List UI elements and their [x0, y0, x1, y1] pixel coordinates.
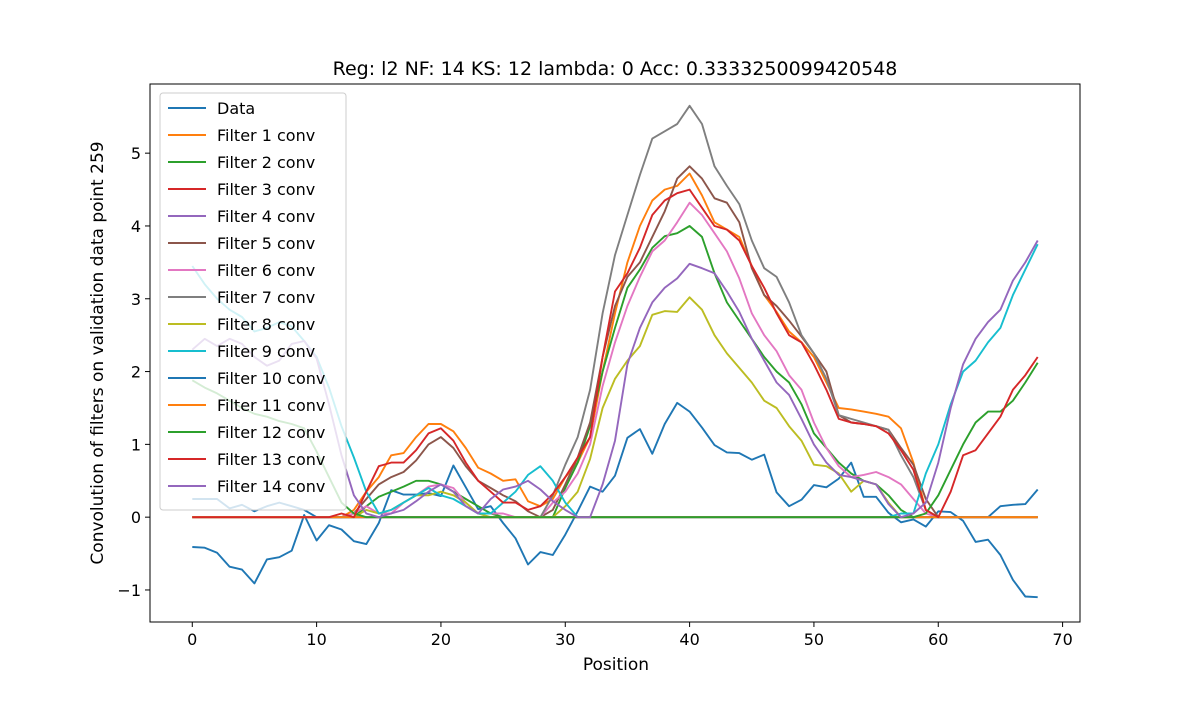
legend-label-7: Filter 6 conv [217, 261, 315, 280]
legend-label-8: Filter 7 conv [217, 288, 315, 307]
legend-label-2: Filter 1 conv [217, 126, 315, 145]
series-line-1 [192, 401, 1038, 599]
legend-label-13: Filter 12 conv [217, 423, 325, 442]
x-tick-label-2: 20 [431, 630, 451, 649]
axes-frame [149, 83, 1081, 623]
y-axis-label: Convolution of filters on validation dat… [88, 141, 108, 564]
legend-box [159, 92, 347, 511]
legend: Data Filter 1 conv Filter 2 conv Filter 3 c… [159, 92, 347, 511]
legend-label-9: Filter 8 conv [217, 315, 315, 334]
x-tick-label-4: 40 [679, 630, 699, 649]
y-tick-label-4: 3 [131, 290, 141, 309]
x-tick-label-7: 70 [1052, 630, 1072, 649]
y-tick-label-6: 5 [131, 144, 141, 163]
legend-label-14: Filter 13 conv [217, 450, 325, 469]
x-axis-label: Position [583, 655, 649, 675]
legend-label-15: Filter 14 conv [217, 477, 325, 496]
legend-label-5: Filter 4 conv [217, 207, 315, 226]
legend-label-3: Filter 2 conv [217, 153, 315, 172]
x-tick-label-1: 10 [306, 630, 326, 649]
legend-label-12: Filter 11 conv [217, 396, 325, 415]
y-tick-label-1: 0 [131, 508, 141, 527]
y-tick-label-2: 1 [131, 435, 141, 454]
x-tick-label-6: 60 [928, 630, 948, 649]
legend-label-4: Filter 3 conv [217, 180, 315, 199]
legend-label-11: Filter 10 conv [217, 369, 325, 388]
legend-label-6: Filter 5 conv [217, 234, 315, 253]
y-tick-label-3: 2 [131, 363, 141, 382]
x-tick-label-3: 30 [555, 630, 575, 649]
legend-label-1: Data [217, 99, 255, 118]
axis-ticks: 0 10 20 30 40 50 60 70 −1 0 1 2 3 4 5 [117, 144, 1072, 649]
x-tick-label-0: 0 [187, 630, 197, 649]
series-line-14 [192, 188, 1039, 519]
chart-title: Reg: l2 NF: 14 KS: 12 lambda: 0 Acc: 0.3… [333, 58, 898, 80]
y-tick-label-0: −1 [117, 581, 141, 600]
x-tick-label-5: 50 [804, 630, 824, 649]
y-tick-label-5: 4 [131, 217, 141, 236]
legend-label-10: Filter 9 conv [217, 342, 315, 361]
